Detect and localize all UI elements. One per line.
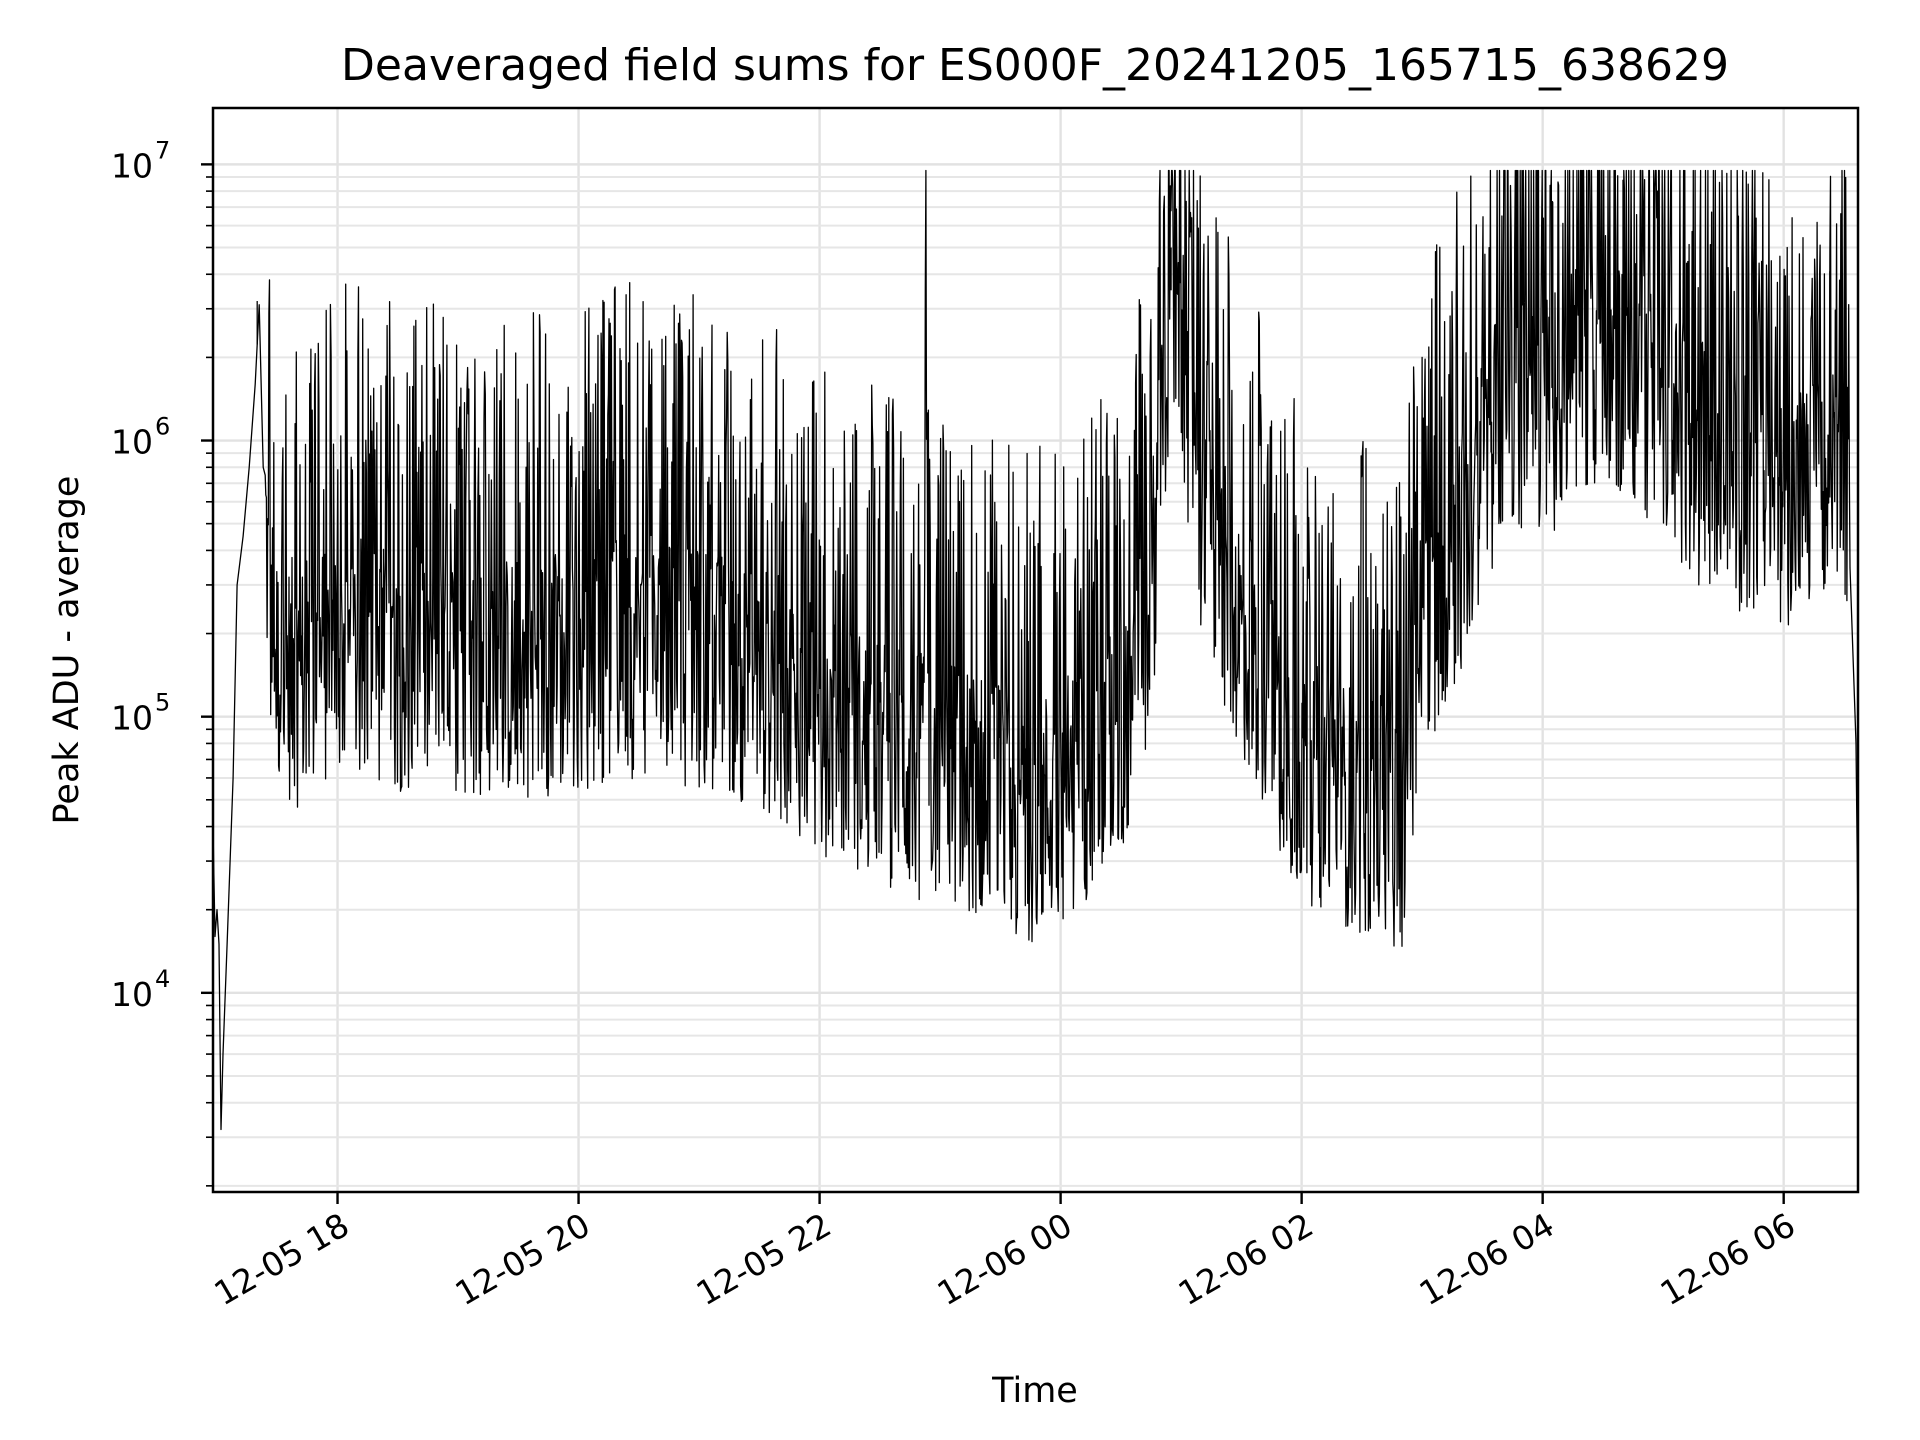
y-axis-label: Peak ADU - average bbox=[47, 476, 87, 825]
y-tick-label: 10 bbox=[111, 423, 153, 462]
x-tick-label: 12-06 04 bbox=[1413, 1205, 1561, 1313]
plot-frame bbox=[211, 106, 1860, 1194]
y-tick-exponent: 7 bbox=[155, 136, 170, 164]
x-axis-label: Time bbox=[991, 1371, 1078, 1411]
x-tick-label: 12-05 20 bbox=[449, 1205, 597, 1313]
y-tick-exponent: 4 bbox=[155, 965, 170, 993]
chart-title: Deaveraged field sums for ES000F_2024120… bbox=[341, 40, 1729, 91]
y-tick-exponent: 5 bbox=[155, 689, 170, 717]
x-tick-label: 12-06 06 bbox=[1654, 1205, 1802, 1313]
x-tick-label: 12-05 22 bbox=[690, 1205, 838, 1313]
x-tick-label: 12-06 00 bbox=[931, 1205, 1079, 1313]
y-tick-label: 10 bbox=[111, 975, 153, 1014]
y-tick-label: 10 bbox=[111, 699, 153, 738]
series-line bbox=[212, 169, 1859, 1186]
series-layer bbox=[212, 169, 1859, 1186]
x-tick-label: 12-05 18 bbox=[208, 1205, 356, 1313]
y-tick-exponent: 6 bbox=[155, 413, 170, 441]
y-tick-label: 10 bbox=[111, 146, 153, 185]
x-tick-label: 12-06 02 bbox=[1172, 1205, 1320, 1313]
